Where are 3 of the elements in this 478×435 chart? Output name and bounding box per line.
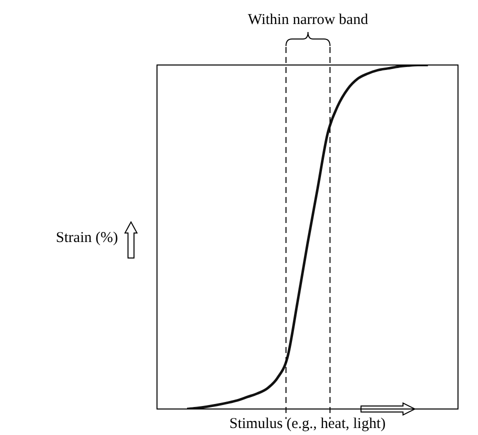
x-axis-title: Stimulus (e.g., heat, light) bbox=[228, 416, 387, 433]
y-axis-title: Strain (%) bbox=[54, 230, 118, 247]
text: Within narrow band bbox=[246, 12, 370, 29]
